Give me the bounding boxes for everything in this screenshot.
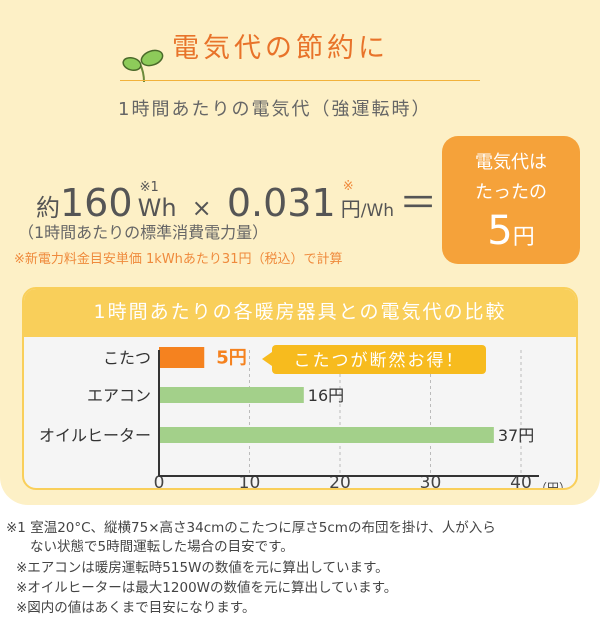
result-line1: 電気代は <box>475 152 547 173</box>
result-value: 5 <box>487 208 513 254</box>
bar-3 <box>159 427 494 443</box>
bar-1 <box>159 347 205 368</box>
equals-sign: ＝ <box>399 181 438 225</box>
result-unit: 円 <box>512 225 535 250</box>
category-label: エアコン <box>87 386 151 405</box>
wattage-note: ※1 <box>139 180 159 195</box>
chart-box: 1時間あたりの各暖房器具との電気代の比較 0 10 20 30 40 （円） こたつ 5円 エア… <box>22 287 578 490</box>
callout-text: こたつが断然お得！ <box>294 351 465 371</box>
rate-value: 0.031 <box>226 181 336 225</box>
approx-label: 約 <box>36 194 60 222</box>
rate-note: ※ <box>342 179 354 194</box>
result-line2: たったの <box>475 182 547 203</box>
category-label: オイルヒーター <box>39 426 151 445</box>
subtitle: 1時間あたりの電気代（強運転時） <box>118 99 432 120</box>
value-label: 37円 <box>498 426 534 445</box>
category-label: こたつ <box>103 349 151 368</box>
wattage-unit: Wh <box>137 194 177 222</box>
rate-unit: /Wh <box>360 201 395 221</box>
callout-pointer <box>262 352 272 366</box>
footnote-3: ※オイルヒーターは最大1200Wの数値を元に算出しています。 <box>16 580 398 596</box>
value-label: 16円 <box>308 386 344 405</box>
wattage-value: 160 <box>60 181 133 225</box>
rate-unit-yen: 円 <box>340 197 361 221</box>
bar-2 <box>159 387 304 403</box>
footnote-4: ※図内の値はあくまで目安になります。 <box>16 600 256 616</box>
sprout-icon <box>122 49 164 83</box>
value-label: 5円 <box>216 348 247 369</box>
title-divider <box>120 80 480 81</box>
wattage-caption: （1時間あたりの標準消費電力量） <box>18 223 269 242</box>
formula: 約160 ※1 Wh × 0.031 ※ 円/Wh ＝ <box>36 172 437 227</box>
footnote-1-cont: ない状態で5時間運転した場合の目安です。 <box>30 539 294 555</box>
page-title: 電気代の節約に <box>172 33 389 64</box>
result-badge: 電気代は たったの 5円 <box>442 136 580 264</box>
rate-caption: ※新電力料金目安単価 1kWhあたり31円（税込）で計算 <box>14 252 343 267</box>
footnote-1: ※1 室温20°C、縦横75×高さ34cmのこたつに厚さ5cmの布団を掛け、人が… <box>6 520 496 536</box>
times-sign: × <box>191 194 212 222</box>
x-unit-label: （円） <box>535 481 571 490</box>
chart-title: 1時間あたりの各暖房器具との電気代の比較 <box>24 289 576 337</box>
footnote-2: ※エアコンは暖房運転時515Wの数値を元に算出しています。 <box>16 560 389 576</box>
x-tick-label: 0 <box>154 473 165 490</box>
callout-bubble <box>272 345 486 374</box>
